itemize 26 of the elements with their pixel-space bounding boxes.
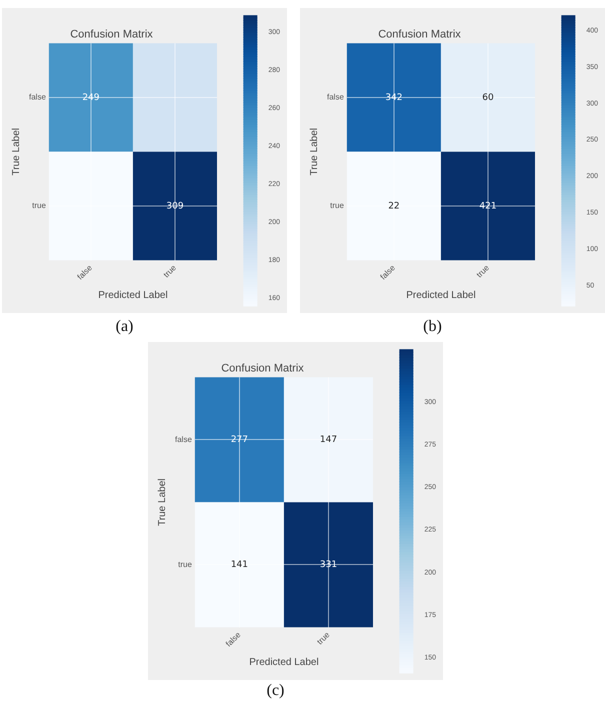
data-label: 309	[166, 201, 184, 212]
data-label: 277	[230, 435, 248, 446]
data-label: 342	[385, 92, 403, 103]
x-tick-label: false	[378, 262, 398, 282]
data-label: 331	[320, 560, 338, 570]
y-axis-title: True Label	[10, 128, 22, 176]
chart-title: Confusion Matrix	[70, 28, 154, 41]
text: (a)	[114, 318, 134, 336]
text: (b)	[422, 318, 443, 336]
x-axis-title: Predicted Label	[249, 656, 319, 668]
x-tick-label: true	[162, 262, 178, 280]
x-tick-label: true	[474, 262, 492, 280]
text: (c)	[266, 682, 286, 700]
data-label: 141	[230, 560, 248, 570]
y-axis-title: True Label	[308, 128, 320, 176]
x-axis-title: Predicted Label	[406, 290, 476, 301]
x-tick-label: false	[76, 262, 94, 282]
data-label: 147	[320, 435, 338, 446]
data-label: 249	[82, 92, 100, 103]
data-label: 421	[479, 201, 497, 212]
data-label: 60	[482, 92, 494, 103]
chart-title: Confusion Matrix	[221, 362, 304, 375]
data-label: 22	[388, 201, 400, 212]
x-axis-title: Predicted Label	[98, 290, 168, 301]
y-axis-title: True Label	[156, 478, 168, 526]
chart-title: Confusion Matrix	[378, 28, 462, 41]
